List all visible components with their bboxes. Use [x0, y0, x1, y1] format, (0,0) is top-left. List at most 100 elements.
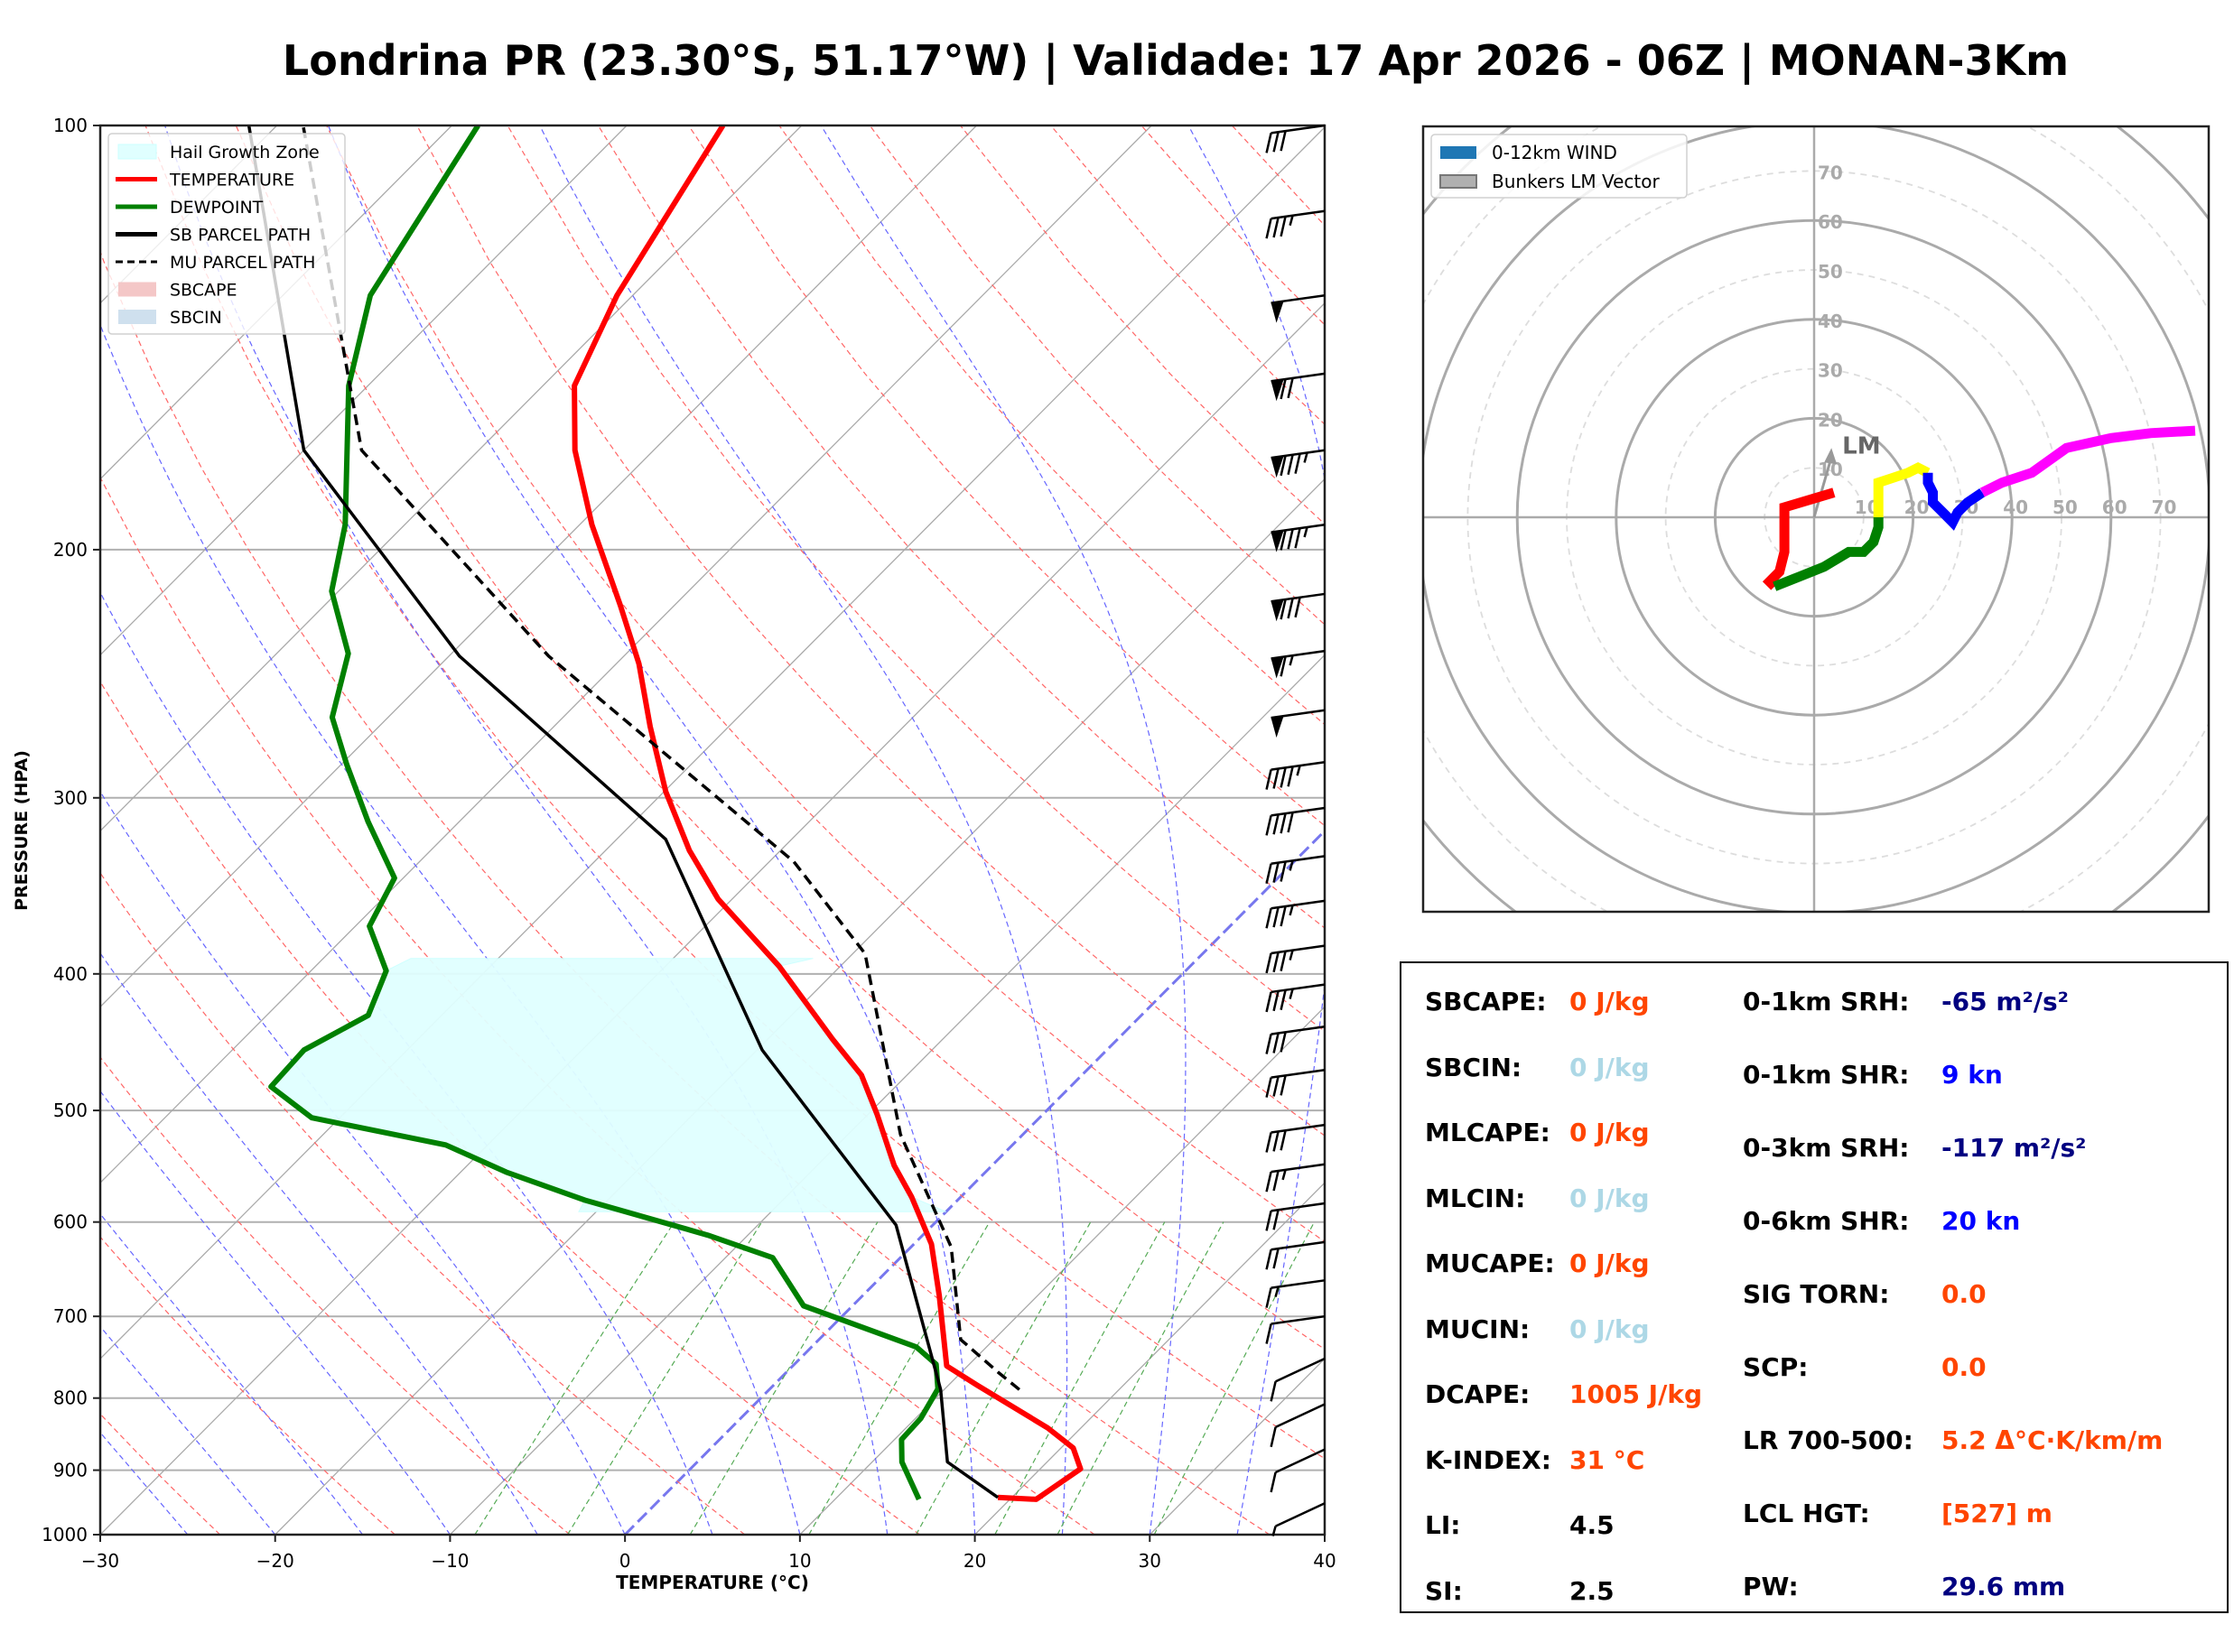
barb-feather — [1280, 905, 1287, 927]
mu-parcel-path-line — [301, 125, 1021, 1391]
bunkers-lm-vector — [1812, 456, 1833, 518]
barb-shaft — [1271, 209, 1326, 220]
stat-value: 5.2 Δ°C·K/km/m — [1941, 1425, 2164, 1455]
barb-feather — [1280, 1032, 1287, 1053]
barb-shaft — [1271, 1240, 1326, 1251]
wind-barb — [1265, 944, 1326, 974]
barb-flag — [1271, 530, 1284, 552]
barb-feather — [1287, 766, 1294, 787]
barb-half-feather — [1289, 860, 1294, 871]
wind-barb — [1265, 1240, 1326, 1270]
stats-panel: SBCAPE: 0 J/kg SBCIN: 0 J/kg MLCAPE: 0 J/kg ML… — [1400, 961, 2229, 1613]
stat-value: 1005 J/kg — [1569, 1379, 1702, 1409]
dry-adiabat — [960, 125, 1325, 525]
hodograph-ring-label: 60 — [2102, 497, 2127, 518]
barb-feather — [1280, 861, 1287, 882]
barb-feather — [1294, 453, 1301, 474]
dry-adiabat — [144, 125, 1325, 1460]
hodograph-ring-label: 40 — [1818, 311, 1843, 332]
barb-half-feather — [1289, 905, 1294, 916]
barb-flag — [1271, 656, 1284, 679]
barb-feather — [1280, 455, 1287, 477]
wind-barb — [1265, 1123, 1326, 1153]
dry-adiabat — [507, 125, 1325, 1033]
stat-value: -65 m²/s² — [1941, 987, 2069, 1016]
barb-feather — [1280, 216, 1287, 237]
barb-feather — [1272, 813, 1280, 835]
stat-value: 0 J/kg — [1569, 1052, 1650, 1082]
dry-adiabat — [100, 249, 1271, 1535]
legend-label: 0-12km WIND — [1492, 142, 1617, 163]
stat-value: 0 J/kg — [1569, 1183, 1650, 1213]
legend-swatch — [118, 282, 156, 297]
stat-value: 20 kn — [1941, 1206, 2021, 1236]
barb-feather — [1287, 528, 1294, 550]
isotherm — [100, 125, 977, 1008]
wind-barb — [1265, 1069, 1326, 1098]
y-axis-label: PRESSURE (HPA) — [12, 750, 32, 911]
barb-shaft — [1271, 1279, 1326, 1289]
isotherm — [1324, 1534, 1325, 1535]
moist-adiabat — [1187, 125, 1325, 1535]
barb-feather — [1280, 655, 1287, 677]
barb-feather — [1280, 767, 1287, 788]
dry-adiabat — [1231, 125, 1325, 227]
y-tick-label: 1000 — [42, 1524, 88, 1545]
y-tick-label: 900 — [53, 1460, 88, 1481]
dry-adiabat — [100, 1056, 571, 1535]
stat-label: MLCAPE: — [1425, 1118, 1550, 1147]
wind-barb — [1265, 124, 1326, 153]
stat-label: LCL HGT: — [1743, 1499, 1870, 1528]
mixing-ratio-line — [689, 1221, 879, 1535]
x-tick-label: −10 — [431, 1550, 469, 1572]
barb-feather — [1265, 952, 1272, 974]
stat-value: 0 J/kg — [1569, 1118, 1650, 1147]
barb-half-feather — [1289, 654, 1294, 666]
isotherm — [100, 125, 628, 656]
stat-value: 2.5 — [1569, 1575, 1615, 1606]
hodograph-legend: 0-12km WIND Bunkers LM Vector — [1430, 134, 1688, 199]
barb-shaft — [1275, 1403, 1326, 1428]
y-tick-label: 500 — [53, 1100, 88, 1121]
sb-parcel-path-line — [247, 125, 1000, 1499]
wind-barb — [1271, 592, 1326, 622]
moist-adiabat — [100, 1212, 364, 1535]
barb-feather — [1265, 1034, 1272, 1054]
barb-feather — [1272, 768, 1280, 789]
dry-adiabat — [688, 125, 1325, 827]
legend-label: DEWPOINT — [170, 198, 264, 218]
stat-label: SCP: — [1743, 1352, 1809, 1382]
isotherm — [799, 1006, 1325, 1535]
stat-label: 0-1km SRH: — [1743, 987, 1910, 1016]
stat-label: K-INDEX: — [1425, 1444, 1551, 1475]
hodograph-ring-label: 50 — [1818, 261, 1843, 283]
barb-shaft — [1271, 944, 1326, 955]
barb-half-feather — [1281, 1169, 1287, 1181]
isotherm — [275, 478, 1325, 1535]
hodograph-segment — [1773, 517, 1884, 591]
hodograph-ring-minor — [1423, 126, 2209, 912]
hodograph-segment — [1979, 425, 2196, 497]
moist-adiabat — [100, 790, 626, 1535]
barb-feather — [1265, 1171, 1272, 1193]
barb-feather — [1280, 951, 1287, 971]
mixing-ratio-line — [808, 1221, 991, 1535]
barb-feather — [1272, 1209, 1280, 1230]
wind-barb — [1271, 449, 1326, 478]
barb-shaft — [1271, 806, 1326, 817]
barb-feather — [1265, 1287, 1272, 1308]
barb-feather — [1265, 863, 1272, 885]
stat-value: 0.0 — [1941, 1352, 1987, 1382]
moist-adiabat — [100, 951, 538, 1535]
moist-adiabat — [100, 1431, 189, 1535]
moist-adiabat — [327, 125, 976, 1535]
stat-value: 0 J/kg — [1569, 1248, 1650, 1278]
stat-label: 0-3km SRH: — [1743, 1133, 1910, 1163]
stat-label: 0-6km SHR: — [1743, 1206, 1910, 1236]
barb-feather — [1265, 133, 1272, 153]
dewpoint-line — [268, 125, 941, 1501]
stat-value: [527] m — [1941, 1499, 2052, 1528]
barb-shaft — [1275, 1502, 1326, 1527]
stat-value: -117 m²/s² — [1941, 1133, 2087, 1163]
barb-feather — [1287, 454, 1294, 475]
